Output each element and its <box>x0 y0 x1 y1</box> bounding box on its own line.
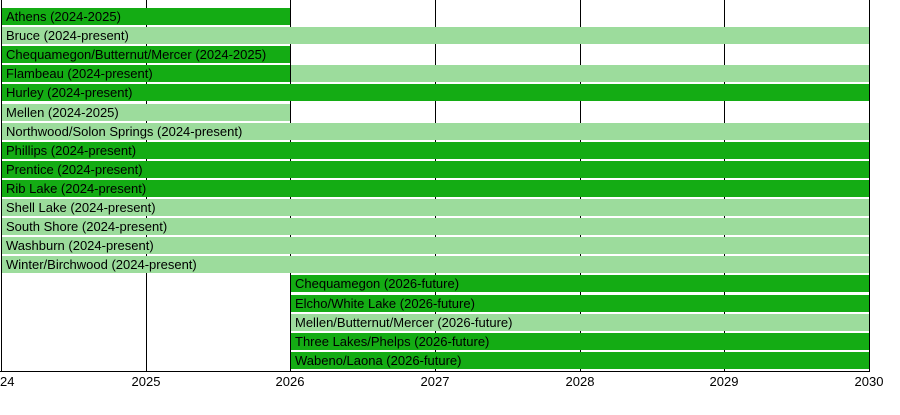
timeline-bar-segment: Mellen (2024-2025) <box>2 104 290 121</box>
bar-label: Phillips (2024-present) <box>6 143 137 158</box>
timeline-bar-segment: Athens (2024-2025) <box>2 8 290 25</box>
timeline-bar-segment: Bruce (2024-present) <box>2 27 869 44</box>
timeline-bar-segment: Wabeno/Laona (2026-future) <box>291 352 869 369</box>
axis-tick-label: 2026 <box>275 374 305 389</box>
bar-label: Chequamegon (2026-future) <box>295 276 460 291</box>
bar-label: Wabeno/Laona (2026-future) <box>295 353 462 368</box>
bar-label: Shell Lake (2024-present) <box>6 200 156 215</box>
timeline-bar-segment: Elcho/White Lake (2026-future) <box>291 295 869 312</box>
timeline-bar-segment: Three Lakes/Phelps (2026-future) <box>291 333 869 350</box>
axis-tick-label: 2030 <box>854 374 884 389</box>
timeline-bar-segment: Chequamegon/Butternut/Mercer (2024-2025) <box>2 46 290 63</box>
bar-label: Bruce (2024-present) <box>6 28 129 43</box>
timeline-bar-segment: Winter/Birchwood (2024-present) <box>2 256 869 273</box>
timeline-bar-segment: Prentice (2024-present) <box>2 161 869 178</box>
timeline-bar-segment: Hurley (2024-present) <box>2 84 869 101</box>
axis-tick-label: 2027 <box>420 374 450 389</box>
bar-label: Washburn (2024-present) <box>6 238 154 253</box>
axis-tick-label: 2028 <box>565 374 595 389</box>
axis-tick-label: 2029 <box>709 374 739 389</box>
timeline-bar-segment: South Shore (2024-present) <box>2 218 869 235</box>
x-axis-line <box>0 371 870 372</box>
bar-label: Three Lakes/Phelps (2026-future) <box>295 334 490 349</box>
axis-tick-label: 2025 <box>131 374 161 389</box>
bar-label: Chequamegon/Butternut/Mercer (2024-2025) <box>6 47 267 62</box>
gridline <box>869 0 870 371</box>
bar-label: South Shore (2024-present) <box>6 219 168 234</box>
bar-label: Elcho/White Lake (2026-future) <box>295 296 475 311</box>
bar-label: Winter/Birchwood (2024-present) <box>6 257 197 272</box>
timeline-bar-segment <box>291 65 869 82</box>
bar-label: Northwood/Solon Springs (2024-present) <box>6 124 243 139</box>
timeline-bar-segment: Shell Lake (2024-present) <box>2 199 869 216</box>
timeline-bar-segment: Rib Lake (2024-present) <box>2 180 869 197</box>
timeline-bar-segment: Chequamegon (2026-future) <box>291 275 869 292</box>
timeline-bar-segment: Phillips (2024-present) <box>2 142 869 159</box>
bar-label: Hurley (2024-present) <box>6 85 133 100</box>
bar-label: Rib Lake (2024-present) <box>6 181 147 196</box>
bar-label: Mellen/Butternut/Mercer (2026-future) <box>295 315 513 330</box>
timeline-bar-segment: Northwood/Solon Springs (2024-present) <box>2 123 869 140</box>
gridline <box>1 0 2 371</box>
axis-tick-label: 24 <box>0 374 15 389</box>
bar-label: Athens (2024-2025) <box>6 9 121 24</box>
bar-label: Prentice (2024-present) <box>6 162 143 177</box>
bar-label: Mellen (2024-2025) <box>6 105 119 120</box>
timeline-bar-segment: Mellen/Butternut/Mercer (2026-future) <box>291 314 869 331</box>
timeline-bar-segment: Washburn (2024-present) <box>2 237 869 254</box>
timeline-bar-segment: Flambeau (2024-present) <box>2 65 290 82</box>
bar-label: Flambeau (2024-present) <box>6 66 153 81</box>
